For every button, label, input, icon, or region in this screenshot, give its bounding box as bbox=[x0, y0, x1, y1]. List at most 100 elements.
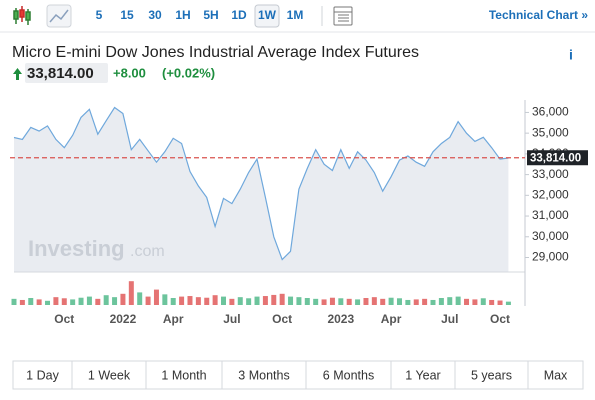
x-tick-label: 2022 bbox=[110, 312, 137, 326]
volume-bar bbox=[254, 296, 260, 305]
volume-bar bbox=[363, 298, 369, 305]
x-tick-label: Apr bbox=[163, 312, 184, 326]
interval-button[interactable]: 1M bbox=[287, 8, 304, 22]
volume-bar bbox=[70, 299, 76, 305]
volume-bar bbox=[380, 298, 386, 305]
range-label[interactable]: 1 Month bbox=[161, 368, 206, 382]
info-icon[interactable]: i bbox=[569, 47, 573, 63]
interval-button[interactable]: 5 bbox=[96, 8, 103, 22]
range-label[interactable]: 6 Months bbox=[323, 368, 374, 382]
table-icon[interactable] bbox=[333, 6, 353, 26]
volume-bar bbox=[103, 295, 109, 305]
volume-bar bbox=[19, 299, 25, 305]
area bbox=[14, 107, 509, 272]
volume-bar bbox=[179, 296, 185, 305]
y-tick-label: 29,000 bbox=[532, 250, 569, 264]
volume-bar bbox=[170, 298, 176, 305]
volume-bar bbox=[438, 298, 444, 305]
range-label[interactable]: 1 Year bbox=[405, 368, 440, 382]
volume-bar bbox=[464, 298, 470, 305]
volume-bar bbox=[497, 300, 503, 305]
volume-bar bbox=[422, 298, 428, 305]
price-change-percent: (+0.02%) bbox=[162, 65, 215, 80]
technical-chart-link[interactable]: Technical Chart » bbox=[489, 8, 588, 22]
y-tick-label: 31,000 bbox=[532, 208, 569, 222]
volume-bar bbox=[36, 299, 42, 305]
volume-bar bbox=[371, 297, 377, 305]
last-price-label: 33,814.00 bbox=[530, 152, 581, 164]
interval-button[interactable]: 1H bbox=[175, 8, 190, 22]
last-price-box bbox=[527, 150, 588, 166]
range-button[interactable] bbox=[71, 360, 147, 390]
volume-bar bbox=[137, 292, 143, 305]
line-icon[interactable] bbox=[46, 4, 72, 28]
volume-bar bbox=[405, 299, 411, 305]
volume-bar bbox=[304, 298, 310, 305]
volume-bar bbox=[95, 298, 101, 305]
volume-bar bbox=[11, 298, 17, 305]
x-tick-label: Oct bbox=[490, 312, 510, 326]
last-price: 33,814.00 bbox=[27, 65, 94, 82]
range-button[interactable] bbox=[12, 360, 73, 390]
instrument-title: Micro E-mini Dow Jones Industrial Averag… bbox=[12, 44, 419, 61]
y-tick-label: 36,000 bbox=[532, 105, 569, 119]
volume-bar bbox=[246, 298, 252, 305]
volume-bar bbox=[430, 299, 436, 305]
range-label[interactable]: 5 years bbox=[471, 368, 512, 382]
volume-bar bbox=[321, 299, 327, 305]
volume-bar bbox=[413, 299, 419, 305]
x-tick-label: Apr bbox=[381, 312, 402, 326]
selected-interval-box bbox=[254, 4, 280, 28]
y-tick-label: 32,000 bbox=[532, 187, 569, 201]
volume-bar bbox=[338, 298, 344, 305]
range-label[interactable]: 1 Week bbox=[88, 368, 131, 382]
range-button[interactable] bbox=[305, 360, 392, 390]
interval-button[interactable]: 1W bbox=[258, 8, 277, 22]
volume-bar bbox=[355, 299, 361, 305]
price-background bbox=[25, 63, 108, 83]
x-tick-label: Jul bbox=[223, 312, 240, 326]
volume-bar bbox=[296, 297, 302, 305]
interval-button[interactable]: 30 bbox=[148, 8, 162, 22]
range-button[interactable] bbox=[527, 360, 584, 390]
volume-bar bbox=[204, 297, 210, 305]
volume-bar bbox=[329, 297, 335, 305]
volume-bar bbox=[271, 294, 277, 305]
volume-bar bbox=[112, 297, 118, 305]
y-tick-label: 33,000 bbox=[532, 167, 569, 181]
price-line bbox=[13, 106, 509, 261]
volume-bar bbox=[262, 296, 268, 305]
volume-bar bbox=[221, 296, 226, 305]
x-tick-label: Oct bbox=[272, 312, 292, 326]
interval-button[interactable]: 1D bbox=[231, 8, 247, 22]
volume-bar bbox=[45, 300, 51, 305]
volume-bar bbox=[195, 297, 201, 305]
up-arrow bbox=[13, 68, 22, 80]
volume-bar bbox=[187, 296, 193, 305]
candle-icon[interactable] bbox=[13, 6, 31, 25]
volume-bar bbox=[489, 299, 495, 305]
y-tick-label: 30,000 bbox=[532, 229, 569, 243]
watermark: .com bbox=[130, 243, 165, 260]
volume-bar bbox=[212, 295, 218, 305]
interval-button[interactable]: 15 bbox=[120, 8, 134, 22]
range-button[interactable] bbox=[390, 360, 456, 390]
range-label[interactable]: Max bbox=[544, 368, 568, 382]
volume-bar bbox=[120, 293, 126, 305]
range-label[interactable]: 1 Day bbox=[26, 368, 59, 382]
price-change: +8.00 bbox=[113, 65, 146, 80]
range-label[interactable]: 3 Months bbox=[238, 368, 289, 382]
range-button[interactable] bbox=[221, 360, 307, 390]
range-button[interactable] bbox=[454, 360, 529, 390]
volume-bar bbox=[396, 298, 402, 305]
volume-bar bbox=[229, 298, 235, 305]
interval-button[interactable]: 5H bbox=[203, 8, 218, 22]
volume-bar bbox=[455, 296, 461, 305]
volume-bar bbox=[388, 297, 394, 305]
volume-bar bbox=[480, 298, 486, 305]
volume-bar bbox=[237, 297, 243, 305]
watermark: Investing bbox=[28, 236, 125, 261]
volume-bar bbox=[279, 293, 285, 305]
volume-bar bbox=[128, 281, 134, 305]
